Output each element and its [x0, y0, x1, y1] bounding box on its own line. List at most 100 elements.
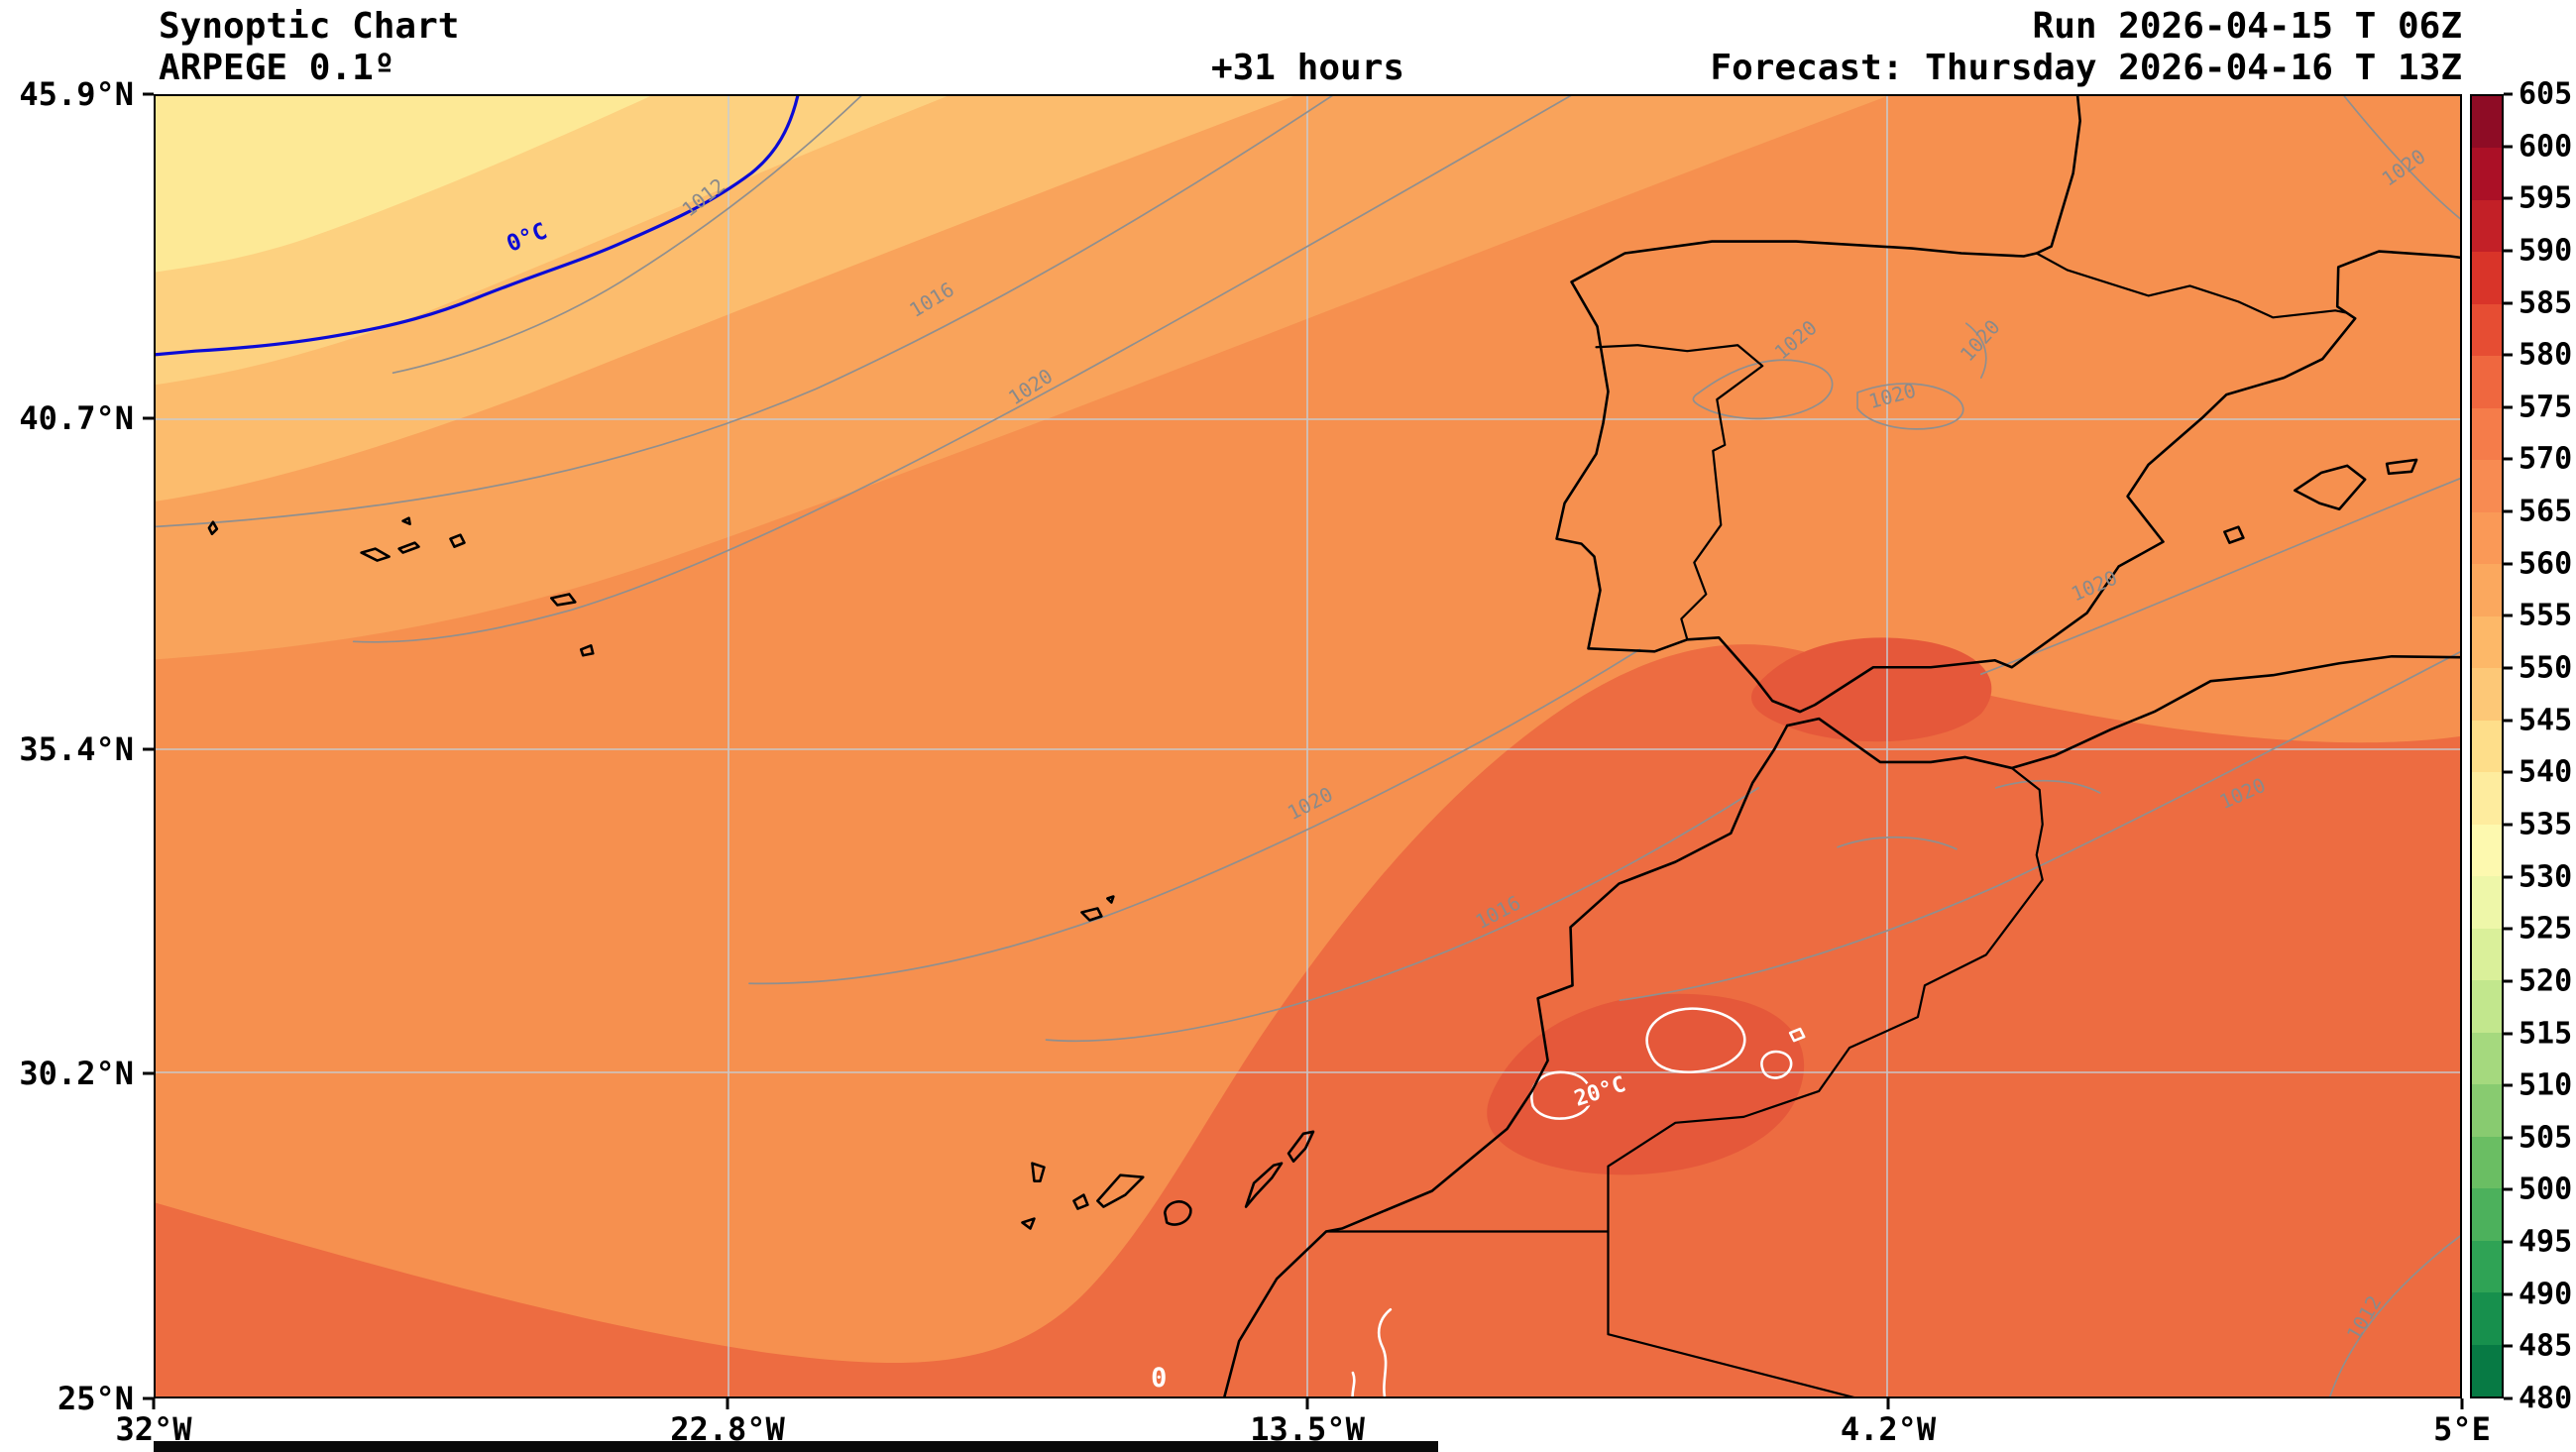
colorbar-cell — [2472, 876, 2502, 929]
isobar-1020-line — [352, 96, 1572, 643]
colorbar-tick-label: 570 — [2519, 441, 2573, 477]
y-tick-label: 45.9°N — [19, 75, 134, 113]
colorbar-tick-label: 605 — [2519, 76, 2573, 112]
island-azores-flores — [207, 520, 219, 535]
x-tick — [2460, 1398, 2464, 1409]
coastline-iberia-france — [1555, 96, 2460, 714]
island-tenerife — [1096, 1173, 1145, 1208]
isobar-wiggle — [1994, 779, 2101, 794]
colorbar-tick-label: 560 — [2519, 546, 2573, 582]
isotherm-20c-blob — [1645, 1007, 1746, 1074]
colorbar-tick-label: 545 — [2519, 703, 2573, 738]
border-western-sahara-mauritania — [1607, 1230, 1855, 1396]
plot-area: 1012 1016 1020 1020 1020 1020 1020 1020 … — [154, 94, 2462, 1398]
island-gran-canaria — [1163, 1200, 1192, 1226]
colorbar-tick — [2504, 614, 2513, 617]
fill-darkest-morocco — [1487, 993, 1805, 1175]
x-tick — [152, 1398, 156, 1409]
island-azores-terceira — [449, 533, 466, 548]
fill-band-light-4 — [156, 96, 651, 273]
colorbar-cell — [2472, 980, 2502, 1033]
colorbar-cell — [2472, 407, 2502, 461]
colorbar-tick — [2504, 249, 2513, 253]
colorbar-cell — [2472, 1188, 2502, 1241]
x-tick — [1886, 1398, 1890, 1409]
x-tick-label: 5°E — [2433, 1410, 2491, 1448]
map-canvas: 1012 1016 1020 1020 1020 1020 1020 1020 … — [156, 96, 2460, 1396]
island-menorca — [2385, 458, 2418, 476]
border-morocco-algeria — [1607, 766, 2044, 1233]
colorbar-tick-label: 490 — [2519, 1277, 2573, 1312]
isobar-1016-line — [156, 96, 1333, 528]
colorbar-tick — [2504, 1344, 2513, 1348]
colorbar-tick-label: 565 — [2519, 494, 2573, 529]
country-borders — [1324, 252, 2347, 1396]
island-azores-santa-maria — [579, 644, 595, 657]
isobar-wiggle — [1837, 836, 1958, 850]
island-fuerteventura — [1244, 1162, 1284, 1208]
isobar-1016-line — [1045, 787, 1760, 1043]
colorbar-tick — [2504, 719, 2513, 723]
colorbar-cell — [2472, 1136, 2502, 1189]
colorbar-tick-label: 555 — [2519, 598, 2573, 633]
island-azores-sao-miguel — [550, 593, 577, 607]
colorbar-tick-label: 480 — [2519, 1381, 2573, 1416]
colorbar-tick-label: 535 — [2519, 807, 2573, 842]
colorbar-cell — [2472, 1084, 2502, 1137]
colorbar-cell — [2472, 824, 2502, 877]
colorbar-tick — [2504, 823, 2513, 827]
colorbar-tick — [2504, 457, 2513, 461]
island-el-hierro — [1021, 1217, 1036, 1230]
isotherm-0c-line — [156, 96, 800, 357]
coastline-africa-mediterranean — [1785, 654, 2460, 770]
colorbar-cell — [2472, 199, 2502, 253]
colorbar-tick — [2504, 1292, 2513, 1296]
x-tick-label: 4.2°W — [1840, 1410, 1937, 1448]
colorbar-tick-label: 585 — [2519, 285, 2573, 321]
colorbar-cell — [2472, 460, 2502, 512]
colorbar-tick — [2504, 927, 2513, 931]
colorbar-tick — [2504, 92, 2513, 96]
colorbar-tick — [2504, 1136, 2513, 1140]
isobar-1020-line — [2343, 96, 2460, 220]
y-axis: 45.9°N 40.7°N 35.4°N 30.2°N 25°N — [0, 75, 154, 1417]
isobar-1020-loop — [1692, 359, 1834, 420]
coastlines — [207, 96, 2460, 1396]
colorbar-tick-label: 485 — [2519, 1328, 2573, 1364]
y-tick-label: 25°N — [56, 1380, 134, 1417]
forecast-valid-label: Forecast: Thursday 2026-04-16 T 13Z — [1710, 48, 2462, 88]
colorbar-cell — [2472, 1292, 2502, 1345]
colorbar-tick — [2504, 1032, 2513, 1036]
y-tick — [143, 1396, 154, 1400]
coastline-africa-atlantic — [1223, 724, 1789, 1396]
colorbar-tick — [2504, 145, 2513, 149]
x-tick — [726, 1398, 729, 1409]
colorbar-tick-label: 540 — [2519, 754, 2573, 790]
isotherm-0-white-line — [1351, 1371, 1356, 1396]
colorbar-cell — [2472, 303, 2502, 357]
isotherm-0-white-line — [1377, 1307, 1393, 1396]
gridlines — [156, 96, 2460, 1396]
bottom-cropped-bar — [154, 1441, 1438, 1452]
island-la-gomera — [1072, 1193, 1089, 1210]
y-tick-label: 40.7°N — [19, 399, 134, 438]
isotherm-0-white-label: 0 — [1151, 1363, 1167, 1394]
colorbar-tick-label: 510 — [2519, 1067, 2573, 1103]
colorbar-tick-label: 530 — [2519, 859, 2573, 895]
island-ibiza — [2223, 525, 2245, 544]
border-france-spain — [2035, 252, 2347, 319]
page-title: Synoptic Chart — [159, 6, 460, 47]
isobar-1020-line — [1979, 477, 2460, 676]
island-la-palma — [1031, 1162, 1046, 1182]
colorbar-cell — [2472, 356, 2502, 408]
y-tick-label: 30.2°N — [19, 1055, 134, 1093]
colorbar-cell — [2472, 668, 2502, 721]
run-label: Run 2026-04-15 T 06Z — [2032, 6, 2462, 47]
colorbar-tick-label: 600 — [2519, 129, 2573, 165]
y-tick — [143, 747, 154, 751]
colorbar-tick-label: 495 — [2519, 1224, 2573, 1260]
colorbar-tick — [2504, 353, 2513, 357]
island-porto-santo — [1106, 895, 1115, 904]
colorbar-labels: 605 600 595 590 585 580 575 570 565 560 555 550 545 5… — [2504, 77, 2575, 1416]
